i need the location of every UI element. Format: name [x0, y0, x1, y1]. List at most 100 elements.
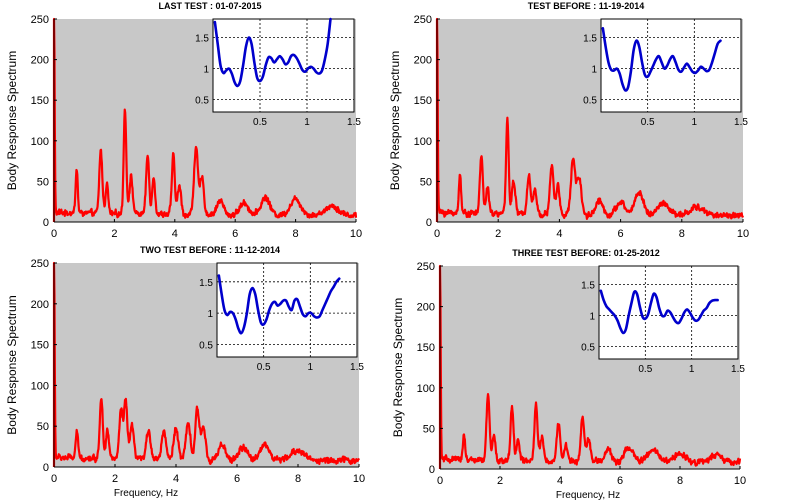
x-tick-label: 10	[737, 228, 749, 240]
inset-area	[212, 18, 355, 113]
inset-chart: 0.5 1 1.5 0.5 1 1.5	[199, 262, 364, 373]
y-tick-label: 100	[414, 136, 432, 148]
y-tick-label: 200	[417, 302, 435, 314]
y-tick-label: 150	[31, 340, 49, 352]
inset-x-tick-label: 0.5	[253, 117, 267, 128]
inset-x-tick-label: 1.5	[734, 117, 748, 128]
spectrum-line	[52, 17, 358, 222]
inset-y-tick-label: 0.5	[581, 343, 595, 354]
inset-y-tick-label: 1	[589, 312, 595, 323]
x-tick-label: 2	[497, 475, 503, 487]
y-tick-label: 100	[31, 380, 49, 392]
y-tick-label: 200	[31, 55, 49, 67]
x-tick-label: 0	[51, 473, 57, 485]
chart-title: TEST BEFORE : 11-19-2014	[528, 1, 645, 11]
inset-area	[598, 265, 739, 360]
inset-y-tick-label: 1.5	[195, 34, 209, 45]
y-axis-label: Body Response Spectrum	[391, 298, 405, 437]
x-tick-label: 2	[495, 228, 501, 240]
x-tick-label: 2	[112, 473, 118, 485]
y-tick-label: 250	[31, 14, 49, 26]
x-tick-label: 10	[734, 475, 746, 487]
y-tick-label: 50	[37, 421, 49, 433]
y-tick-label: 150	[414, 95, 432, 107]
y-tick-label: 100	[31, 136, 49, 148]
inset-y-tick-label: 1	[203, 65, 209, 76]
y-tick-label: 150	[31, 95, 49, 107]
chart-title: TWO TEST BEFORE : 11-12-2014	[140, 245, 280, 255]
y-axis-label: Body Response Spectrum	[5, 295, 19, 434]
x-tick-label: 6	[232, 228, 238, 240]
inset-chart: 0.5 1 1.5 0.5 1 1.5	[581, 265, 745, 375]
chart-title: LAST TEST : 01-07-2015	[158, 1, 261, 11]
inset-y-tick-label: 1	[207, 309, 213, 320]
y-tick-label: 0	[43, 462, 49, 474]
inset-x-tick-label: 1	[689, 364, 695, 375]
x-tick-label: 4	[173, 473, 179, 485]
y-tick-label: 0	[426, 217, 432, 229]
inset-x-tick-label: 0.5	[641, 117, 655, 128]
y-tick-label: 250	[417, 261, 435, 273]
inset-x-tick-label: 1.5	[350, 362, 364, 373]
x-tick-label: 8	[679, 228, 685, 240]
y-tick-label: 100	[417, 383, 435, 395]
x-tick-label: 6	[618, 228, 624, 240]
inset-line	[599, 289, 719, 335]
x-tick-label: 10	[353, 473, 365, 485]
inset-chart: 0.5 1 1.5 0.5 1 1.5	[195, 17, 361, 128]
spectrum-line	[438, 264, 742, 469]
x-tick-label: 8	[677, 475, 683, 487]
y-tick-label: 50	[423, 423, 435, 435]
inset-y-tick-label: 0.5	[195, 96, 209, 107]
x-tick-label: 4	[556, 228, 562, 240]
x-tick-label: 2	[111, 228, 117, 240]
x-tick-label: 8	[295, 473, 301, 485]
inset-chart: 0.5 1 1.5 0.5 1 1.5	[583, 18, 748, 128]
inset-line	[601, 27, 722, 92]
y-tick-label: 50	[37, 176, 49, 188]
inset-y-tick-label: 1.5	[199, 278, 213, 289]
y-tick-label: 200	[31, 299, 49, 311]
inset-x-tick-label: 1	[692, 117, 698, 128]
y-tick-label: 250	[414, 14, 432, 26]
x-tick-label: 4	[172, 228, 178, 240]
y-tick-label: 200	[414, 55, 432, 67]
inset-x-tick-label: 1	[308, 362, 314, 373]
y-tick-label: 250	[31, 258, 49, 270]
x-tick-label: 0	[434, 228, 440, 240]
inset-line	[217, 274, 341, 335]
inset-line	[213, 17, 332, 88]
inset-x-tick-label: 1	[304, 117, 310, 128]
inset-x-tick-label: 0.5	[257, 362, 271, 373]
inset-y-tick-label: 0.5	[199, 340, 213, 351]
inset-y-tick-label: 0.5	[583, 96, 597, 107]
inset-y-tick-label: 1.5	[581, 281, 595, 292]
inset-x-tick-label: 1.5	[347, 117, 361, 128]
chart-title: THREE TEST BEFORE: 01-25-2012	[512, 248, 660, 258]
y-tick-label: 50	[420, 176, 432, 188]
x-tick-label: 6	[234, 473, 240, 485]
y-tick-label: 0	[43, 217, 49, 229]
spectrum-line	[435, 17, 745, 222]
x-axis-label: Frequency, Hz	[556, 490, 620, 500]
x-axis-label: Frequency, Hz	[114, 488, 178, 499]
x-tick-label: 4	[557, 475, 563, 487]
x-tick-label: 8	[293, 228, 299, 240]
spectrum-line	[52, 261, 360, 467]
inset-area	[216, 262, 358, 358]
x-tick-label: 0	[437, 475, 443, 487]
y-axis-label: Body Response Spectrum	[388, 51, 402, 190]
y-tick-label: 150	[417, 342, 435, 354]
inset-x-tick-label: 1.5	[731, 364, 745, 375]
inset-area	[600, 18, 742, 113]
inset-x-tick-label: 0.5	[638, 364, 652, 375]
x-tick-label: 0	[51, 228, 57, 240]
x-tick-label: 6	[617, 475, 623, 487]
y-axis-label: Body Response Spectrum	[5, 51, 19, 190]
inset-y-tick-label: 1.5	[583, 34, 597, 45]
